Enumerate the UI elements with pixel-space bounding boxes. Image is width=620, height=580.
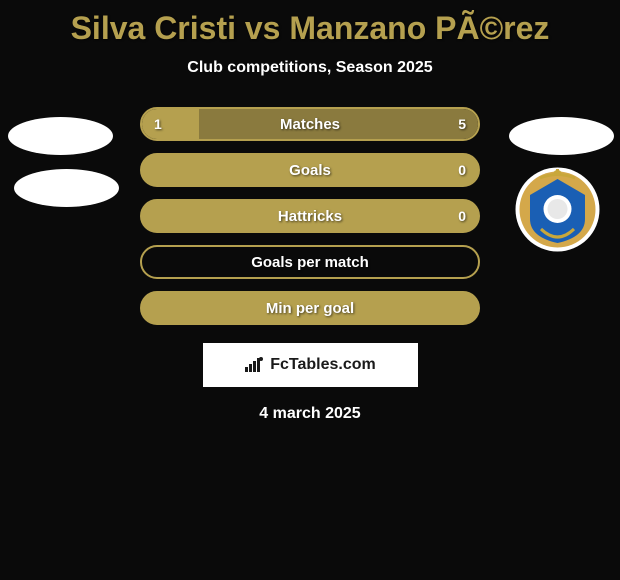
stat-label: Goals xyxy=(289,162,331,179)
stat-value-right: 5 xyxy=(458,116,466,132)
player-badge-left-1 xyxy=(8,117,113,155)
page-title: Silva Cristi vs Manzano PÃ©rez xyxy=(0,10,620,47)
bar-fill-left xyxy=(142,109,199,139)
player-badge-right-1 xyxy=(509,117,614,155)
date-text: 4 march 2025 xyxy=(0,405,620,423)
stat-label: Min per goal xyxy=(266,300,354,317)
stat-row-min-per-goal: Min per goal xyxy=(140,291,480,325)
stats-bars: 1 Matches 5 Goals 0 Hattricks 0 Goals pe… xyxy=(140,107,480,325)
stat-label: Goals per match xyxy=(251,254,369,271)
stat-row-goals: Goals 0 xyxy=(140,153,480,187)
stat-label: Hattricks xyxy=(278,208,342,225)
stat-row-hattricks: Hattricks 0 xyxy=(140,199,480,233)
content-area: 1 Matches 5 Goals 0 Hattricks 0 Goals pe… xyxy=(0,107,620,423)
main-container: Silva Cristi vs Manzano PÃ©rez Club comp… xyxy=(0,0,620,433)
stat-label: Matches xyxy=(280,116,340,133)
stat-row-goals-per-match: Goals per match xyxy=(140,245,480,279)
stat-value-right: 0 xyxy=(458,208,466,224)
player-badge-left-2 xyxy=(14,169,119,207)
stat-row-matches: 1 Matches 5 xyxy=(140,107,480,141)
subtitle: Club competitions, Season 2025 xyxy=(0,59,620,77)
branding-text: FcTables.com xyxy=(270,356,376,374)
stat-value-left: 1 xyxy=(154,116,162,132)
player-badge-right-2 xyxy=(515,167,600,252)
chart-icon xyxy=(244,357,264,373)
branding-box[interactable]: FcTables.com xyxy=(203,343,418,387)
stat-value-right: 0 xyxy=(458,162,466,178)
